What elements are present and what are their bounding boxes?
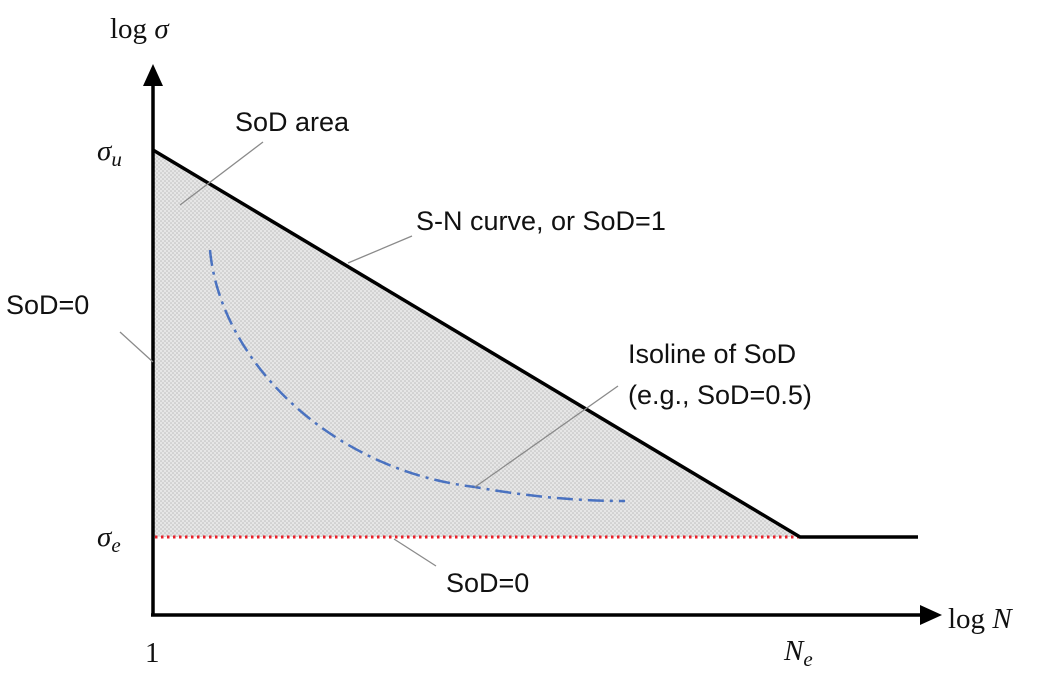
- sn-curve-leader: [347, 235, 413, 264]
- sigma-u-tick-label: σu: [97, 135, 122, 171]
- isoline-label-line1: Isoline of SoD: [628, 339, 796, 369]
- origin-tick-label: 1: [145, 637, 160, 669]
- sn-curve: [152, 148, 918, 539]
- sigma-e-tick-label: σe: [97, 521, 121, 557]
- x-axis-label-func: log: [948, 603, 985, 635]
- sod-area-leader: [179, 141, 264, 206]
- x-axis-label-var: N: [991, 603, 1013, 635]
- y-axis-label-var: σ: [154, 13, 170, 45]
- n-e-tick-label: Ne: [783, 635, 813, 671]
- y-axis-label: log σ: [110, 13, 170, 45]
- isoline-label-line2: (e.g., SoD=0.5): [628, 380, 812, 410]
- sod-zero-bottom-leader: [393, 538, 437, 567]
- sn-curve-label: S-N curve, or SoD=1: [416, 206, 666, 236]
- sod-zero-left-leader: [119, 331, 154, 363]
- y-axis-label-func: log: [110, 13, 147, 45]
- x-axis-arrowhead: [920, 605, 942, 625]
- isoline-leader: [474, 385, 619, 488]
- x-axis-label: log N: [948, 603, 1013, 635]
- sod-area-label: SoD area: [235, 107, 350, 137]
- sod-zero-bottom-label: SoD=0: [446, 568, 529, 598]
- sod-isoline: [208, 249, 626, 503]
- y-axis-arrowhead: [143, 64, 163, 86]
- sod-zero-left-label: SoD=0: [6, 290, 89, 320]
